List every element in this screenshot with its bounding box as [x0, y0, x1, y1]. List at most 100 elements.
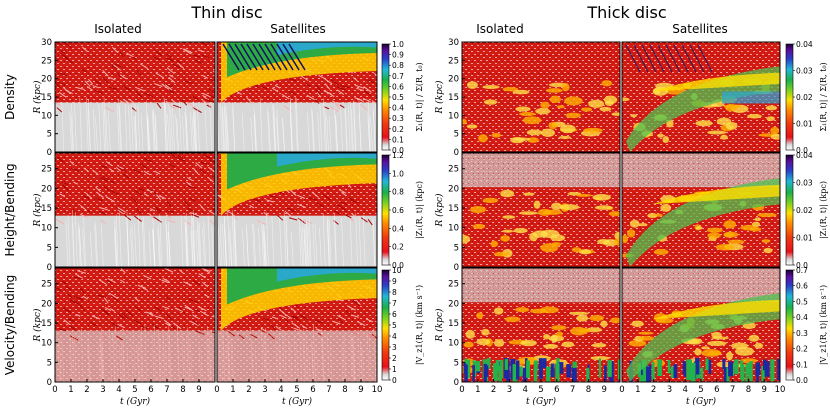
colorbar-tick-label: 0.1 — [392, 135, 404, 144]
colorbar-tick-label: 0.3 — [392, 114, 404, 123]
colorbar-tick-label: 0 — [392, 376, 397, 385]
x-tick-label: 8 — [586, 385, 591, 395]
heatmap-panel-thin-isolated-row3 — [54, 267, 216, 383]
colorbar-tick-label: 0.02 — [796, 93, 813, 102]
y-tick-label: 10 — [41, 224, 52, 234]
group-title: Thin disc — [190, 3, 262, 22]
colorbar-tick-label: 0.8 — [392, 61, 404, 70]
colorbar-tick-label: 10 — [392, 266, 402, 275]
x-tick-label: 6 — [554, 385, 559, 395]
colorbar-tick-label: 0.6 — [796, 282, 808, 291]
column-title: Satellites — [270, 22, 325, 36]
colorbar-tick-label: 3 — [392, 343, 397, 352]
panel-frame — [461, 152, 621, 268]
x-tick-label: 6 — [310, 385, 315, 395]
colorbar-tick-label: 0.6 — [392, 82, 404, 91]
colorbar-tick-label: 8 — [392, 288, 397, 297]
y-tick-label: 0 — [47, 263, 52, 273]
x-tick-label: 0 — [52, 385, 57, 395]
column-title: Satellites — [672, 22, 727, 36]
y-tick-label: 20 — [41, 299, 52, 309]
column-title: Isolated — [94, 22, 142, 36]
x-tick-label: 6 — [148, 385, 153, 395]
colorbar-tick-label: 7 — [392, 299, 397, 308]
y-tick-label: 25 — [41, 56, 52, 66]
y-tick-label: 0 — [454, 378, 459, 388]
x-tick-label: 9 — [358, 385, 363, 395]
y-tick-label: 5 — [454, 358, 459, 368]
x-tick-label: 1 — [68, 385, 73, 395]
x-tick-label: 4 — [682, 385, 687, 395]
colorbar-tick-label: 0.04 — [796, 40, 813, 49]
heatmap-panel-thick-isolated-row2 — [461, 152, 621, 268]
colorbar-tick-label: 1.2 — [392, 151, 404, 160]
heatmap-panel-thick-satellites-row2 — [621, 152, 781, 268]
x-tick-label: 7 — [164, 385, 169, 395]
colorbar — [785, 154, 794, 266]
panel-frame — [216, 152, 378, 268]
y-tick-label: 5 — [47, 130, 52, 140]
x-axis-label: t (Gyr) — [282, 396, 313, 407]
colorbar-label: |Z₁(R, t)| (kpc) — [819, 181, 828, 239]
x-tick-label: 0 — [459, 385, 464, 395]
x-tick-label: 5 — [698, 385, 703, 395]
x-axis-label: t (Gyr) — [120, 396, 151, 407]
x-tick-label: 1 — [475, 385, 480, 395]
x-tick-label: 1 — [635, 385, 640, 395]
y-tick-label: 25 — [448, 165, 459, 175]
colorbar-tick-label: 0.4 — [796, 313, 808, 322]
y-tick-label: 0 — [47, 148, 52, 158]
y-axis-label: R (kpc) — [32, 193, 43, 227]
x-tick-label: 5 — [294, 385, 299, 395]
y-tick-label: 10 — [448, 224, 459, 234]
x-tick-label: 9 — [761, 385, 766, 395]
y-tick-label: 15 — [448, 204, 459, 214]
y-tick-label: 25 — [448, 56, 459, 66]
y-tick-label: 10 — [448, 111, 459, 121]
x-tick-label: 2 — [246, 385, 251, 395]
colorbar-label: |Z₁(R, t)| (kpc) — [415, 181, 424, 239]
x-tick-label: 8 — [180, 385, 185, 395]
y-tick-label: 0 — [47, 378, 52, 388]
y-tick-label: 20 — [448, 75, 459, 85]
y-tick-label: 5 — [454, 243, 459, 253]
y-axis-label: R (kpc) — [434, 308, 445, 342]
panel-frame — [216, 41, 378, 153]
y-tick-label: 15 — [448, 93, 459, 103]
x-tick-label: 4 — [116, 385, 121, 395]
colorbar-tick-label: 5 — [392, 321, 397, 330]
x-tick-label: 4 — [278, 385, 283, 395]
colorbar-tick-label: 9 — [392, 277, 397, 286]
y-tick-label: 30 — [448, 38, 459, 48]
colorbar-tick-label: 0.0 — [796, 376, 808, 385]
y-axis-label: R (kpc) — [32, 80, 43, 114]
colorbar-tick-label: 1.0 — [392, 40, 404, 49]
y-axis-label: R (kpc) — [32, 308, 43, 342]
y-tick-label: 20 — [41, 184, 52, 194]
y-tick-label: 10 — [41, 339, 52, 349]
y-tick-label: 0 — [454, 148, 459, 158]
x-tick-label: 0 — [619, 385, 624, 395]
heatmap-panel-thick-satellites-row1 — [621, 41, 781, 153]
x-tick-label: 2 — [491, 385, 496, 395]
x-tick-label: 4 — [522, 385, 527, 395]
colorbar-tick-label: 0.0 — [796, 261, 808, 270]
colorbar-tick-label: 0.01 — [796, 120, 813, 129]
y-axis-label: R (kpc) — [434, 80, 445, 114]
colorbar-tick-label: 0.03 — [796, 67, 813, 76]
x-tick-label: 3 — [667, 385, 672, 395]
panel-frame — [54, 152, 216, 268]
colorbar-tick-label: 0.1 — [796, 360, 808, 369]
x-axis-label: t (Gyr) — [526, 396, 557, 407]
colorbar-label: |V_z1(R, t)| (km s⁻¹) — [819, 285, 828, 365]
colorbar-tick-label: 0.0 — [796, 146, 808, 155]
x-tick-label: 1 — [230, 385, 235, 395]
row-label: Height/Bending — [3, 163, 17, 256]
colorbar-tick-label: 0.7 — [796, 266, 808, 275]
x-tick-label: 8 — [746, 385, 751, 395]
y-tick-label: 15 — [448, 319, 459, 329]
colorbar-tick-label: 0.5 — [796, 297, 808, 306]
colorbar-tick-label: 0.2 — [392, 243, 404, 252]
colorbar — [381, 43, 390, 151]
